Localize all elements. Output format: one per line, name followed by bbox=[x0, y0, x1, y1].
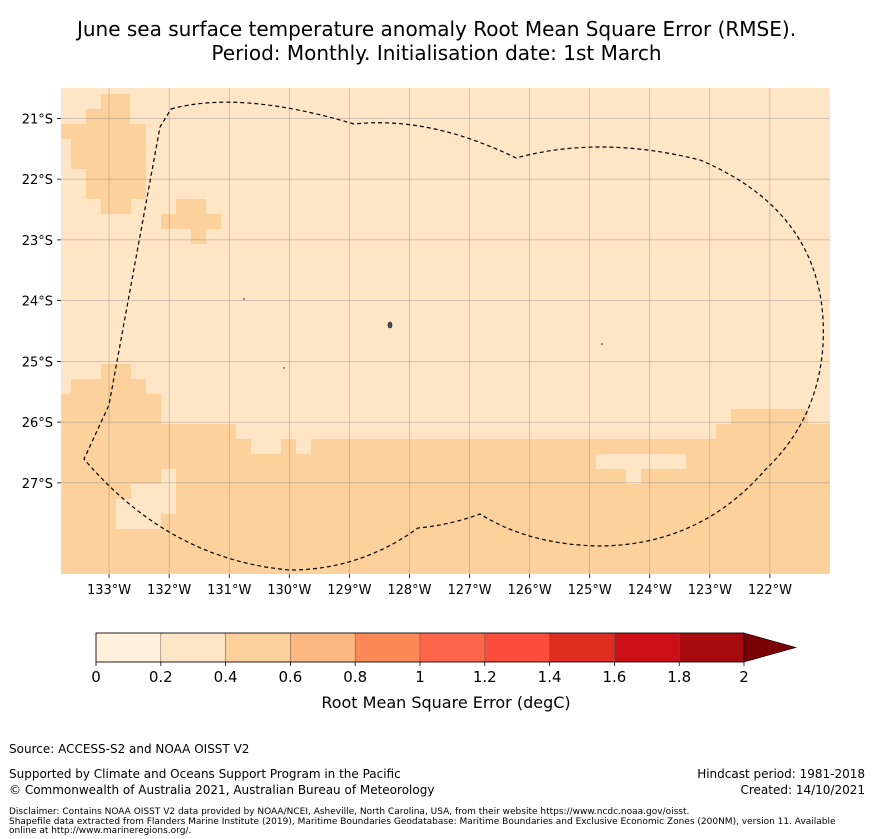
rmse-cell-0.4-0.6 bbox=[731, 409, 808, 424]
colorbar-segment bbox=[614, 632, 680, 663]
colorbar-segment bbox=[484, 632, 550, 663]
rmse-cell-0.2-0.4 bbox=[116, 499, 131, 529]
rmse-cell-0.4-0.6 bbox=[296, 454, 830, 469]
lat-tick-label: 23°S bbox=[22, 234, 53, 249]
axis-tick-labels: 133°W 132°W 131°W 130°W 129°W 128°W 127°W 126°W… bbox=[22, 112, 792, 598]
lon-tick-label: 132°W bbox=[147, 583, 191, 598]
title-line-2: Period: Monthly. Initialisation date: 1s… bbox=[211, 41, 662, 65]
lat-tick-label: 24°S bbox=[22, 295, 53, 310]
rmse-cell-0.4-0.6 bbox=[161, 214, 221, 229]
lon-tick-label: 133°W bbox=[87, 583, 131, 598]
rmse-cell-0.4-0.6 bbox=[101, 199, 131, 214]
colorbar-extend-arrow bbox=[743, 632, 798, 663]
disclaimer-line-1: Disclaimer: Contains NOAA OISST V2 data … bbox=[9, 807, 690, 817]
colorbar-tick-label: 0.6 bbox=[278, 668, 302, 686]
lon-tick-label: 130°W bbox=[267, 583, 311, 598]
lon-tick-label: 127°W bbox=[447, 583, 491, 598]
islands bbox=[243, 298, 603, 369]
map-layer bbox=[61, 88, 830, 574]
disclaimer-line-2: Shapefile data extracted from Flanders M… bbox=[9, 817, 836, 827]
lon-tick-label: 122°W bbox=[748, 583, 792, 598]
disclaimer-line-3: online at http://www.marineregions.org/. bbox=[9, 826, 192, 836]
colorbar-segment bbox=[95, 632, 162, 663]
colorbar-tick-label: 2 bbox=[739, 668, 749, 686]
lon-tick-label: 128°W bbox=[387, 583, 431, 598]
rmse-cell-0.4-0.6 bbox=[61, 439, 251, 454]
hindcast-text: Hindcast period: 1981-2018 bbox=[697, 767, 865, 781]
colorbar-segment bbox=[419, 632, 486, 663]
colorbar-tick-label: 0.8 bbox=[343, 668, 367, 686]
rmse-cell-0.4-0.6 bbox=[86, 109, 130, 124]
colorbar-tick-label: 1 bbox=[415, 668, 425, 686]
rmse-cell-0.4-0.6 bbox=[311, 439, 830, 454]
eez-boundary bbox=[83, 101, 824, 571]
colorbar-tick-label: 0 bbox=[91, 668, 101, 686]
rmse-cell-0.4-0.6 bbox=[176, 469, 830, 574]
colorbar-tick-label: 0.2 bbox=[149, 668, 173, 686]
lon-tick-label: 125°W bbox=[568, 583, 612, 598]
colorbar-segment bbox=[678, 632, 745, 663]
lat-tick-label: 21°S bbox=[22, 112, 53, 127]
colorbar-label: Root Mean Square Error (degC) bbox=[321, 693, 571, 712]
rmse-cell-0.4-0.6 bbox=[61, 469, 161, 484]
colorbar: 0 0.2 0.4 0.6 0.8 1 1.2 1.4 1.6 1.8 2 bbox=[91, 632, 798, 686]
colorbar-tick-label: 0.4 bbox=[214, 668, 238, 686]
rmse-cell-0.4-0.6 bbox=[61, 124, 146, 139]
lat-tick-label: 22°S bbox=[22, 173, 53, 188]
lon-tick-label: 129°W bbox=[327, 583, 371, 598]
colorbar-tick-label: 1.6 bbox=[602, 668, 626, 686]
lon-tick-label: 126°W bbox=[508, 583, 552, 598]
colorbar-segment bbox=[225, 632, 291, 663]
lon-tick-label: 124°W bbox=[628, 583, 672, 598]
lat-tick-label: 27°S bbox=[22, 477, 53, 492]
colorbar-segment bbox=[549, 632, 615, 663]
source-text: Source: ACCESS-S2 and NOAA OISST V2 bbox=[9, 742, 250, 756]
colorbar-tick-label: 1.2 bbox=[473, 668, 497, 686]
eez-boundary-line bbox=[83, 101, 824, 571]
colorbar-segment bbox=[290, 632, 356, 663]
rmse-cell-0.4-0.6 bbox=[71, 139, 146, 169]
rmse-cell-0.4-0.6 bbox=[191, 229, 206, 244]
island-marker bbox=[243, 298, 245, 300]
lat-tick-label: 25°S bbox=[22, 355, 53, 370]
colorbar-segment bbox=[354, 632, 421, 663]
rmse-cell-0.2-0.4 bbox=[641, 454, 686, 469]
rmse-cell-0.4-0.6 bbox=[61, 394, 161, 424]
lon-tick-label: 123°W bbox=[688, 583, 732, 598]
support-text: Supported by Climate and Oceans Support … bbox=[9, 767, 401, 781]
rmse-cell-0.4-0.6 bbox=[101, 94, 130, 109]
rmse-cell-0.2-0.4 bbox=[161, 469, 176, 514]
rmse-cell-0.4-0.6 bbox=[61, 454, 281, 469]
rmse-cell-0.4-0.6 bbox=[176, 199, 206, 214]
rmse-cell-0.4-0.6 bbox=[61, 424, 236, 439]
colorbar-segment bbox=[160, 632, 226, 663]
rmse-cell-0.4-0.6 bbox=[86, 169, 146, 199]
rmse-cell-0.4-0.6 bbox=[101, 364, 131, 379]
rmse-cell-0.4-0.6 bbox=[71, 379, 146, 394]
gridlines bbox=[61, 88, 830, 574]
island-marker bbox=[601, 343, 603, 345]
rmse-cell-0.2-0.4 bbox=[596, 454, 626, 469]
lon-tick-label: 131°W bbox=[207, 583, 251, 598]
rmse-cell-0.4-0.6 bbox=[281, 439, 296, 469]
copyright-text: © Commonwealth of Australia 2021, Austra… bbox=[9, 783, 435, 797]
island-marker bbox=[387, 321, 393, 329]
island-marker bbox=[283, 367, 285, 369]
rmse-cell-0.2-0.4 bbox=[626, 454, 641, 484]
lat-tick-label: 26°S bbox=[22, 416, 53, 431]
colorbar-tick-label: 1.4 bbox=[538, 668, 562, 686]
chart-title: June sea surface temperature anomaly Roo… bbox=[0, 17, 873, 65]
title-line-1: June sea surface temperature anomaly Roo… bbox=[76, 17, 797, 41]
created-text: Created: 14/10/2021 bbox=[740, 783, 865, 797]
rmse-cell-0.2-0.4 bbox=[131, 484, 161, 529]
colorbar-tick-label: 1.8 bbox=[667, 668, 691, 686]
rmse-cell-0.4-0.6 bbox=[716, 424, 830, 454]
